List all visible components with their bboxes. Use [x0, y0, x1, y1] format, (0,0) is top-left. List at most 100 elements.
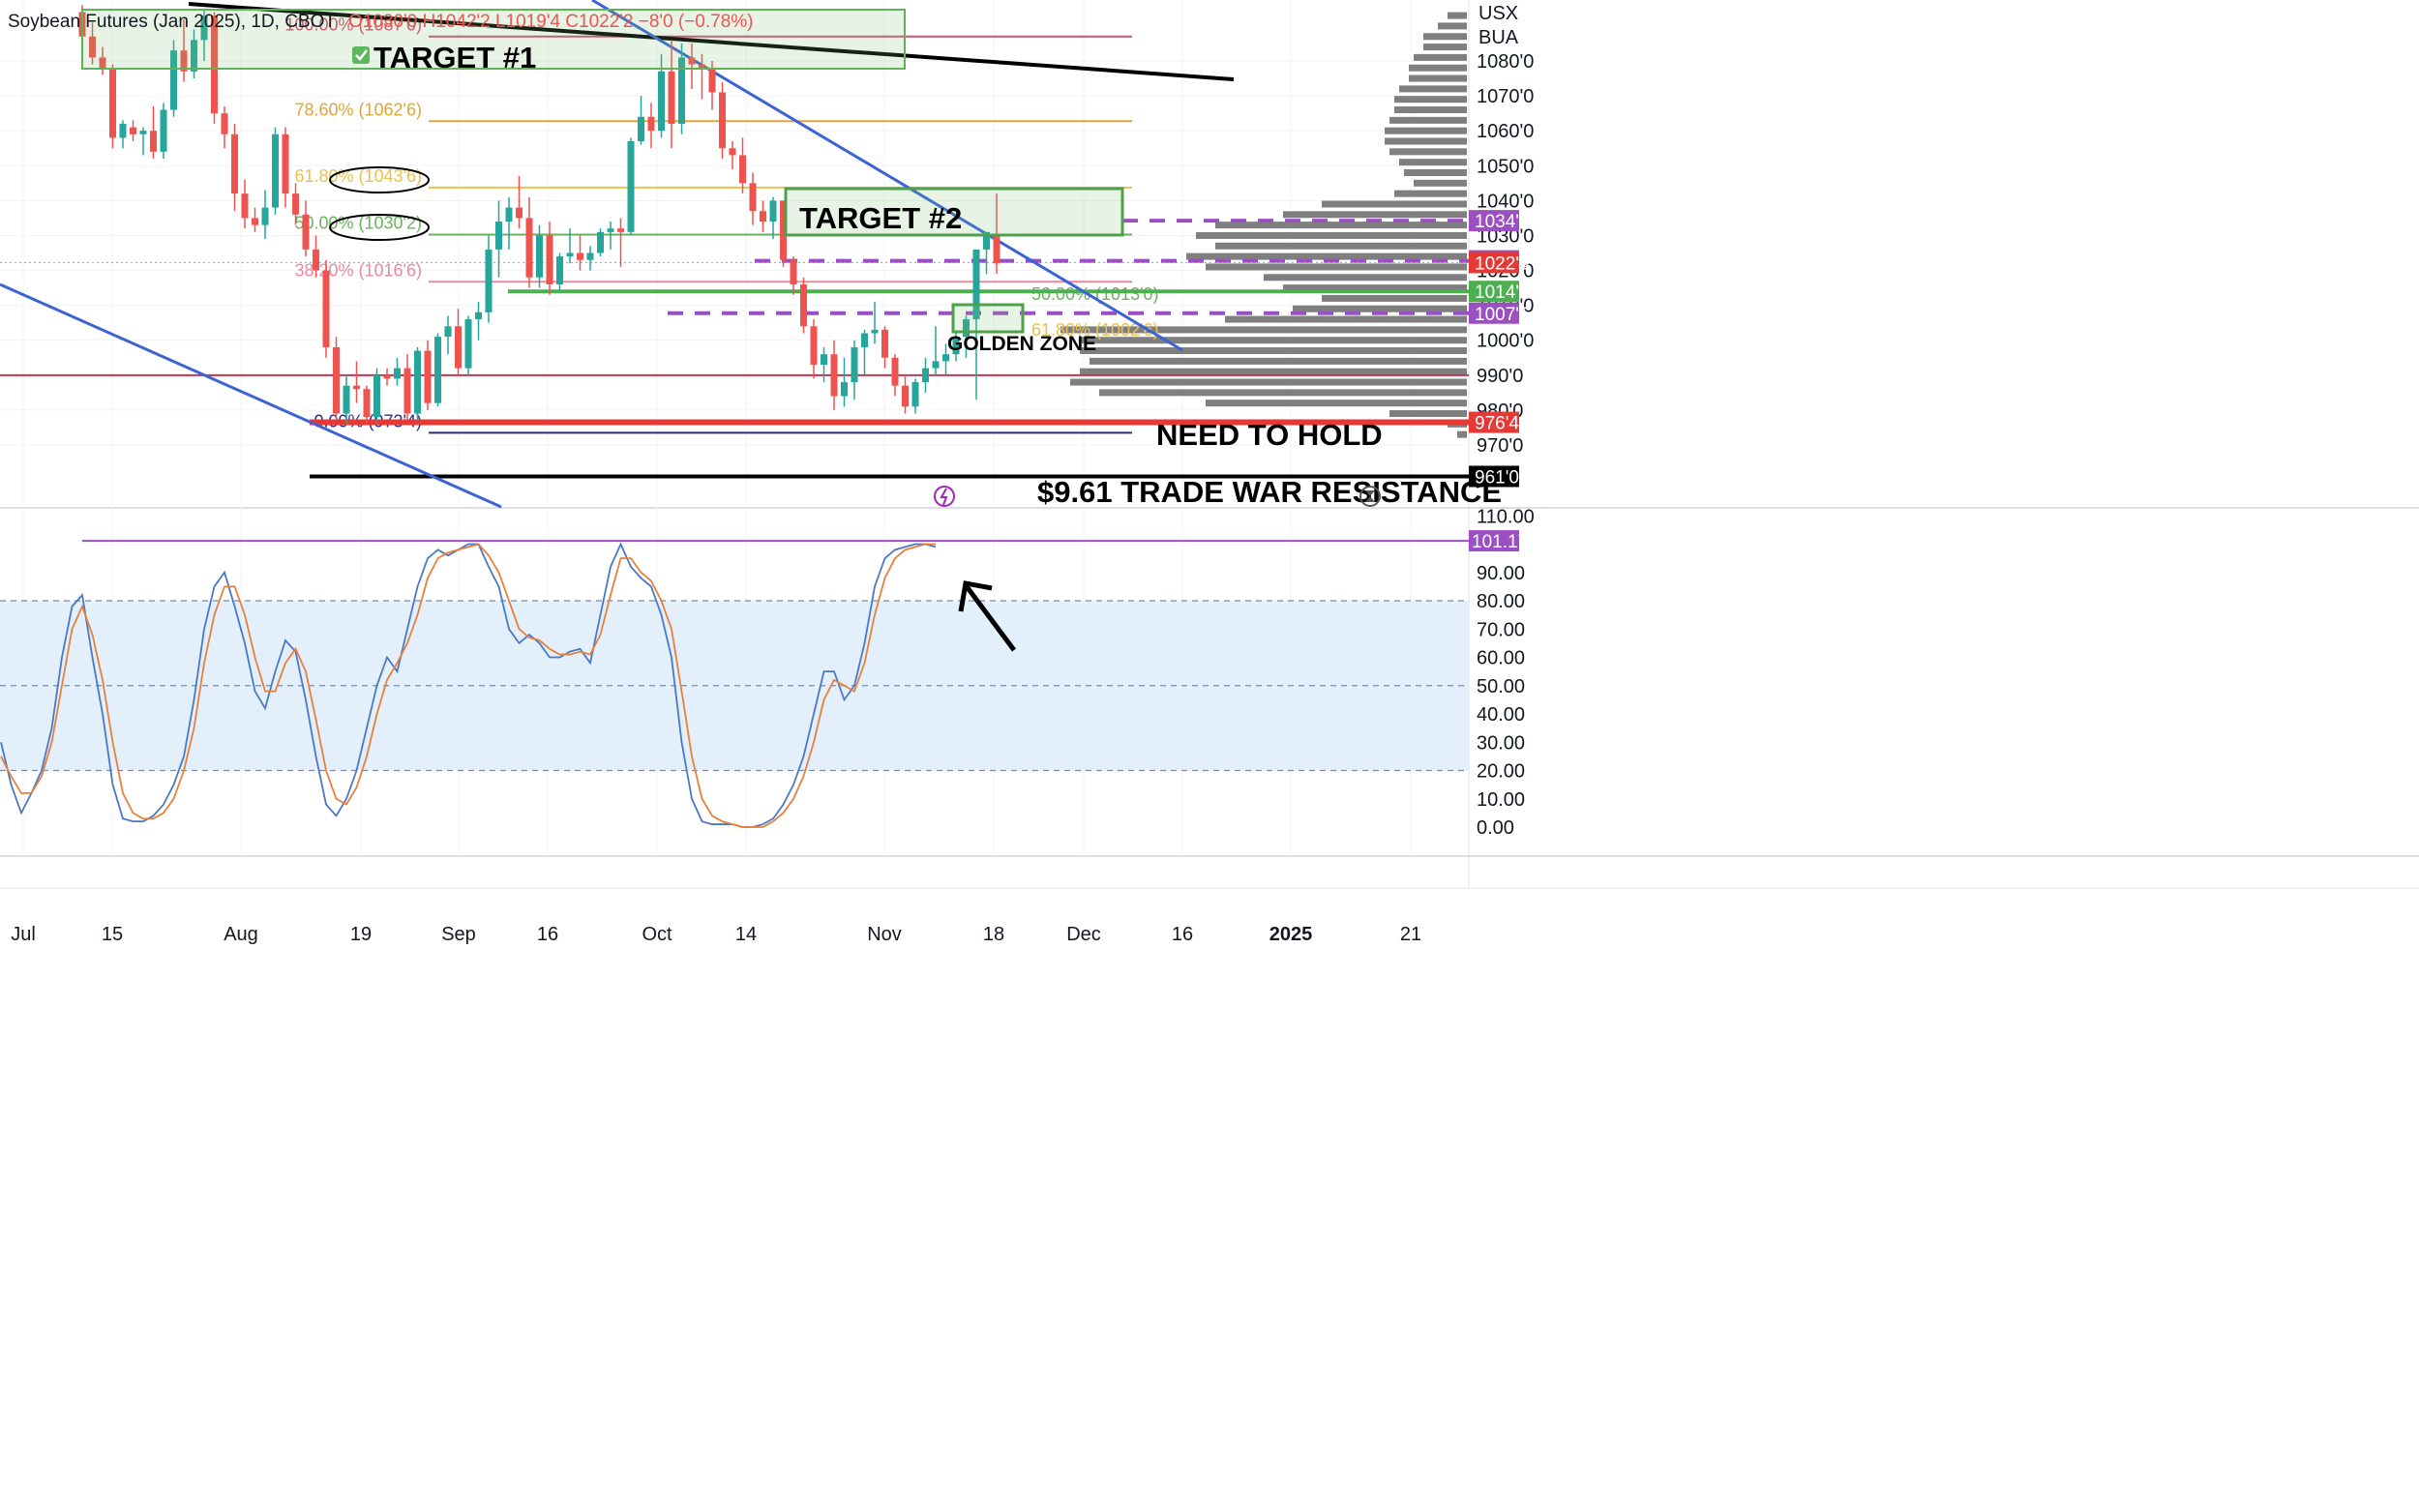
candle-body: [150, 131, 157, 152]
hourglass-icon[interactable]: [1359, 486, 1381, 507]
candle-body: [383, 374, 391, 379]
candle-body: [353, 385, 360, 390]
candle-body: [719, 92, 726, 149]
candle: [292, 183, 299, 225]
date-tick-label: Dec: [1066, 924, 1101, 945]
target-2-box: [784, 187, 1124, 237]
candle-body: [952, 337, 960, 355]
candle-body: [739, 155, 746, 184]
candle: [566, 228, 574, 264]
candle-body: [231, 133, 238, 194]
candle: [505, 196, 513, 250]
candle: [333, 337, 340, 421]
volume-profile-bar: [1389, 116, 1467, 124]
golden-zone-box: [951, 303, 1025, 334]
lightning-icon[interactable]: [934, 486, 955, 507]
fib-level-label: 78.60% (1062'6): [294, 100, 422, 119]
candle: [221, 105, 228, 149]
candle: [109, 64, 116, 149]
candle: [922, 357, 929, 393]
candle: [911, 378, 919, 414]
candle: [119, 120, 127, 149]
candle: [464, 315, 472, 375]
candle-body: [627, 141, 635, 232]
volume-profile-bar: [1404, 168, 1467, 176]
candle-body: [830, 354, 838, 397]
candle: [719, 81, 726, 160]
candle-body: [556, 256, 563, 284]
fib-right-label: 50.00% (1013'0): [1031, 284, 1159, 304]
candle: [424, 340, 432, 410]
price-tag-label: 1007'6: [1475, 305, 1529, 325]
price-tick-label: 1050'0: [1477, 156, 1534, 177]
volume-profile-bar: [1394, 190, 1467, 197]
fib-level-label: 61.80% (1043'6): [294, 166, 422, 186]
candle: [373, 368, 380, 425]
candle: [891, 354, 899, 397]
date-tick-label: 16: [1172, 924, 1193, 945]
check-icon: [352, 46, 370, 64]
volume-profile-bar: [1457, 430, 1467, 438]
fib-ellipse-618: [329, 166, 430, 193]
candle-body: [851, 346, 858, 383]
target-1-label: TARGET #1: [373, 41, 536, 74]
candle-body: [881, 329, 888, 358]
volume-profile-bar: [1283, 211, 1467, 219]
candle-body: [749, 183, 757, 212]
date-tick-label: 21: [1400, 924, 1421, 945]
candle-body: [790, 259, 797, 284]
candle: [485, 235, 493, 323]
candle-body: [160, 109, 167, 152]
stoch-tick-label: 0.00: [1477, 817, 1514, 839]
candle: [525, 196, 533, 288]
stoch-tick-label: 30.00: [1477, 732, 1525, 754]
candle-body: [211, 15, 218, 114]
candle: [363, 385, 371, 425]
candle: [241, 179, 249, 229]
volume-profile-bar: [1080, 337, 1467, 344]
fib-ellipse-50: [329, 214, 430, 241]
date-tick-label: 19: [350, 924, 372, 945]
volume-profile-bar: [1070, 378, 1467, 386]
volume-profile-bar: [1448, 12, 1467, 19]
candle-body: [963, 319, 970, 338]
candle-body: [282, 133, 289, 194]
candle-body: [566, 252, 574, 257]
candle: [668, 40, 675, 149]
candle-body: [109, 68, 116, 138]
price-tag-label: 1034'2: [1475, 212, 1529, 232]
candle-body: [586, 252, 594, 260]
candle: [841, 357, 848, 407]
stoch-tick-label: 50.00: [1477, 676, 1525, 697]
candle: [130, 120, 136, 142]
volume-profile-bar: [1215, 242, 1467, 250]
candle-body: [170, 50, 177, 110]
candle-body: [932, 361, 940, 369]
volume-profile-bar: [1322, 200, 1467, 208]
stoch-tick-label: 90.00: [1477, 563, 1525, 584]
candle-body: [699, 64, 705, 69]
volume-profile-bar: [1423, 33, 1467, 41]
candle-body: [516, 207, 523, 219]
check-icon-mark: [355, 49, 368, 61]
volume-profile-bar: [1090, 357, 1467, 365]
volume-profile-bar: [1423, 44, 1467, 51]
volume-profile-bar: [1414, 53, 1467, 61]
candle: [170, 40, 177, 117]
candle-body: [455, 326, 462, 369]
candle-body: [810, 326, 818, 365]
stoch-k-line: [0, 542, 937, 828]
annotation-arrow-head: [958, 580, 993, 612]
fib-level-label: 50.00% (1030'2): [294, 214, 422, 233]
target-1-box: [81, 9, 906, 70]
stoch-tick-label: 110.00: [1477, 506, 1535, 527]
stoch-tick-label: 20.00: [1477, 761, 1525, 783]
candle-body: [760, 211, 766, 222]
candle: [810, 319, 818, 379]
candle: [475, 302, 482, 341]
candle: [699, 53, 705, 100]
volume-profile-bar: [1206, 400, 1467, 407]
candle: [790, 256, 797, 295]
candle-body: [191, 40, 197, 72]
